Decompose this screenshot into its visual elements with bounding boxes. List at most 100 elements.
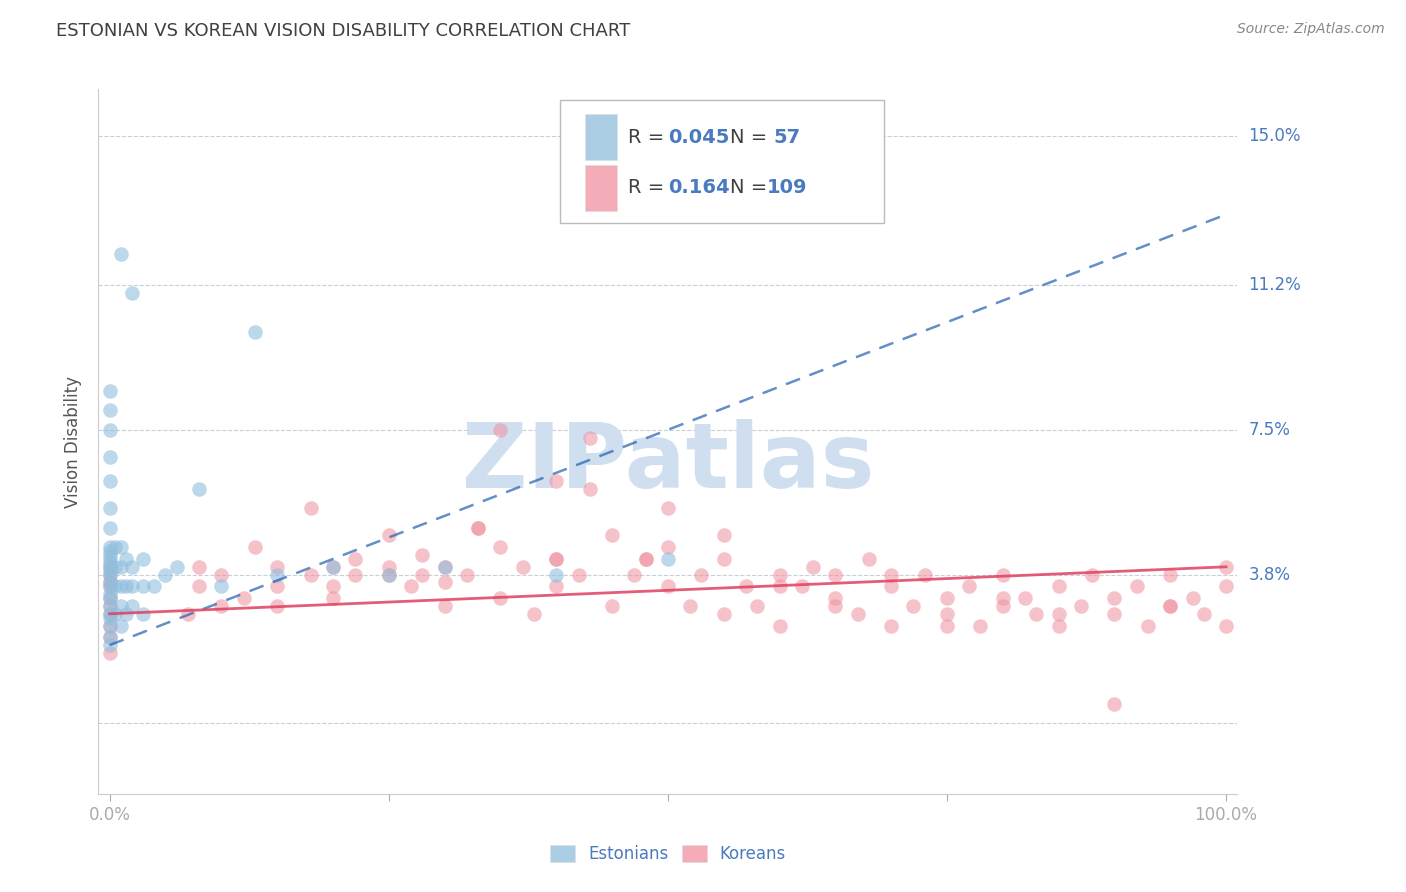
Point [98, 579, 121, 593]
Point [98, 575, 121, 590]
Point [166, 559, 188, 574]
Point [98, 474, 121, 488]
Point [115, 552, 138, 566]
Point [322, 559, 344, 574]
Point [801, 559, 824, 574]
Bar [585, 114, 617, 161]
Point [1081, 567, 1104, 582]
Point [489, 591, 512, 606]
Point [1192, 607, 1215, 621]
Point [98, 599, 121, 613]
Point [903, 599, 925, 613]
Text: 3.8%: 3.8% [1249, 566, 1291, 583]
Point [187, 579, 209, 593]
Point [98, 559, 121, 574]
Point [132, 579, 155, 593]
Point [98, 556, 121, 570]
Point [322, 559, 344, 574]
Text: N =: N = [731, 128, 773, 147]
Point [322, 579, 344, 593]
Point [578, 482, 600, 496]
Point [578, 431, 600, 445]
Point [98, 548, 121, 562]
Point [98, 567, 121, 582]
Point [98, 607, 121, 621]
Point [713, 528, 735, 542]
Point [600, 599, 623, 613]
Point [243, 540, 266, 554]
Point [1159, 567, 1181, 582]
Point [523, 607, 546, 621]
Point [98, 540, 121, 554]
Point [104, 607, 127, 621]
Point [824, 599, 846, 613]
Point [209, 579, 232, 593]
Point [957, 579, 980, 593]
Point [266, 599, 288, 613]
Point [546, 552, 568, 566]
Point [98, 384, 121, 398]
Point [266, 579, 288, 593]
Point [266, 559, 288, 574]
Point [467, 521, 489, 535]
Point [433, 575, 456, 590]
Point [546, 567, 568, 582]
Point [936, 607, 959, 621]
Point [98, 630, 121, 644]
Point [377, 559, 399, 574]
Point [1014, 591, 1036, 606]
Point [98, 610, 121, 624]
Point [768, 618, 790, 632]
Point [790, 579, 813, 593]
Point [266, 567, 288, 582]
Point [657, 552, 679, 566]
Point [467, 521, 489, 535]
Point [104, 559, 127, 574]
Point [110, 559, 132, 574]
Point [115, 579, 138, 593]
Point [634, 552, 657, 566]
Point [735, 579, 758, 593]
Point [243, 325, 266, 339]
Point [110, 246, 132, 260]
Point [1126, 579, 1149, 593]
Point [1215, 618, 1237, 632]
Point [1025, 607, 1047, 621]
Point [914, 567, 936, 582]
Point [600, 528, 623, 542]
Text: 7.5%: 7.5% [1249, 421, 1291, 439]
Bar [585, 165, 617, 211]
Text: ESTONIAN VS KOREAN VISION DISABILITY CORRELATION CHART: ESTONIAN VS KOREAN VISION DISABILITY COR… [56, 22, 630, 40]
Point [377, 528, 399, 542]
Point [657, 540, 679, 554]
Point [98, 544, 121, 558]
Point [98, 450, 121, 465]
Point [433, 599, 456, 613]
Point [690, 567, 713, 582]
FancyBboxPatch shape [560, 100, 884, 223]
Point [299, 501, 322, 516]
Point [98, 403, 121, 417]
Point [98, 638, 121, 652]
Point [121, 579, 143, 593]
Point [187, 559, 209, 574]
Point [433, 559, 456, 574]
Point [546, 474, 568, 488]
Point [411, 548, 433, 562]
Point [1215, 579, 1237, 593]
Point [104, 540, 127, 554]
Point [1104, 591, 1126, 606]
Point [143, 579, 166, 593]
Point [399, 579, 422, 593]
Point [991, 591, 1014, 606]
Point [433, 559, 456, 574]
Point [98, 599, 121, 613]
Point [98, 521, 121, 535]
Point [512, 559, 534, 574]
Text: 57: 57 [773, 128, 801, 147]
Point [1104, 697, 1126, 711]
Text: 0.045: 0.045 [668, 128, 730, 147]
Point [98, 579, 121, 593]
Point [489, 423, 512, 437]
Point [98, 559, 121, 574]
